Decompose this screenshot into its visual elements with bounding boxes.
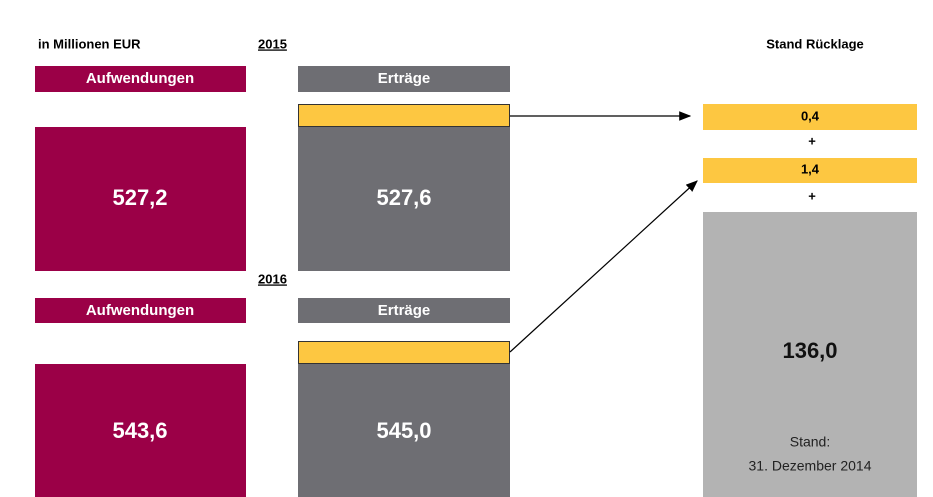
arrow: [509, 180, 698, 353]
plus-sign: +: [808, 133, 816, 148]
income-header: [298, 66, 510, 92]
income-label: Erträge: [378, 302, 431, 319]
reserve-note: Stand:: [790, 434, 830, 450]
expenses-header: [35, 66, 246, 92]
expenses-box: [35, 127, 246, 271]
addition-box: [703, 158, 917, 183]
income-box: [298, 127, 510, 271]
year-label: 2015: [258, 36, 287, 51]
income-label: Erträge: [378, 70, 431, 87]
income-value: 545,0: [376, 418, 431, 443]
reserve-note: 31. Dezember 2014: [749, 458, 872, 474]
reserve-box: [703, 212, 917, 497]
year-label: 2016: [258, 271, 287, 286]
reserve-title: Stand Rücklage: [766, 36, 864, 51]
expenses-box: [35, 364, 246, 497]
income-header: [298, 298, 510, 323]
surplus-bar: [298, 341, 510, 364]
addition-value: 0,4: [801, 108, 820, 123]
expenses-header: [35, 298, 246, 323]
expenses-label: Aufwendungen: [86, 302, 194, 319]
expenses-value: 543,6: [112, 418, 167, 443]
unit-label: in Millionen EUR: [38, 36, 141, 51]
income-value: 527,6: [376, 185, 431, 210]
reserve-total: 136,0: [782, 338, 837, 363]
addition-value: 1,4: [801, 161, 820, 176]
surplus-bar: [298, 104, 510, 127]
income-box: [298, 364, 510, 497]
addition-box: [703, 104, 917, 130]
expenses-value: 527,2: [112, 185, 167, 210]
plus-sign: +: [808, 188, 816, 203]
expenses-label: Aufwendungen: [86, 70, 194, 87]
